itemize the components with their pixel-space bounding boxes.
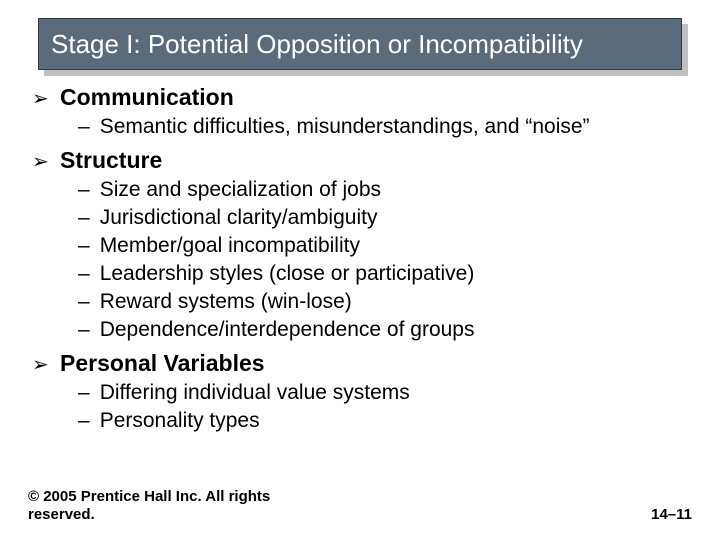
bullet-text: Member/goal incompatibility [100,234,360,258]
bullet-item: – Differing individual value systems [32,381,692,405]
bullet-item: – Jurisdictional clarity/ambiguity [32,206,692,230]
bullet-item: – Personality types [32,409,692,433]
bullet-text: Semantic difficulties, misunderstandings… [100,115,590,139]
dash-bullet-icon: – [78,318,90,342]
arrow-bullet-icon: ➢ [32,86,52,111]
title-container: Stage I: Potential Opposition or Incompa… [38,18,682,70]
bullet-item: – Size and specialization of jobs [32,178,692,202]
copyright-text: © 2005 Prentice Hall Inc. All rights res… [28,488,288,524]
section-heading: ➢ Structure [32,147,692,174]
content-body: ➢ Communication – Semantic difficulties,… [28,84,692,433]
bullet-text: Dependence/interdependence of groups [100,318,475,342]
dash-bullet-icon: – [78,178,90,202]
bullet-text: Personality types [100,409,260,433]
slide: Stage I: Potential Opposition or Incompa… [0,0,720,540]
bullet-item: – Semantic difficulties, misunderstandin… [32,115,692,139]
arrow-bullet-icon: ➢ [32,149,52,174]
dash-bullet-icon: – [78,262,90,286]
bullet-text: Size and specialization of jobs [100,178,381,202]
bullet-item: – Reward systems (win-lose) [32,290,692,314]
slide-title: Stage I: Potential Opposition or Incompa… [38,18,682,70]
dash-bullet-icon: – [78,290,90,314]
dash-bullet-icon: – [78,381,90,405]
dash-bullet-icon: – [78,115,90,139]
section-label: Communication [60,84,234,111]
slide-footer: © 2005 Prentice Hall Inc. All rights res… [28,488,692,524]
bullet-item: – Leadership styles (close or participat… [32,262,692,286]
bullet-item: – Member/goal incompatibility [32,234,692,258]
dash-bullet-icon: – [78,409,90,433]
bullet-item: – Dependence/interdependence of groups [32,318,692,342]
bullet-text: Leadership styles (close or participativ… [100,262,475,286]
bullet-text: Reward systems (win-lose) [100,290,352,314]
section-heading: ➢ Communication [32,84,692,111]
section-label: Structure [60,147,162,174]
page-number: 14–11 [651,506,692,524]
arrow-bullet-icon: ➢ [32,352,52,377]
bullet-text: Differing individual value systems [100,381,410,405]
dash-bullet-icon: – [78,206,90,230]
dash-bullet-icon: – [78,234,90,258]
section-heading: ➢ Personal Variables [32,350,692,377]
section-label: Personal Variables [60,350,265,377]
bullet-text: Jurisdictional clarity/ambiguity [100,206,378,230]
